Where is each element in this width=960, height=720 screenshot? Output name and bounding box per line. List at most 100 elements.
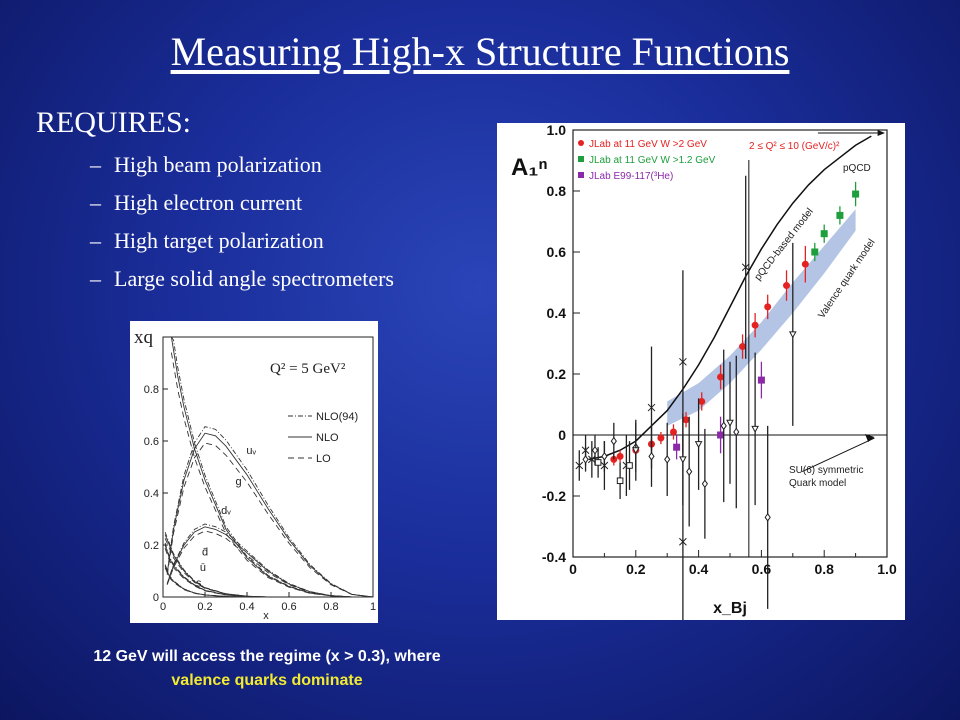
data-point xyxy=(720,421,727,431)
data-point xyxy=(601,451,608,461)
legend-label-w12: JLab at 11 GeV W >1.2 GeV xyxy=(589,155,716,166)
data-point xyxy=(801,260,809,268)
pdf-chart: 0 0.2 0.4 0.6 0.8 1 0 0.2 0.4 0.6 0.8 uᵥ dᵥ g d̄ ūs xq… xyxy=(134,327,376,622)
asym-x-tick-label: 1.0 xyxy=(877,561,897,577)
data-point xyxy=(726,419,734,427)
data-point xyxy=(626,462,633,469)
data-point xyxy=(783,282,791,290)
pqcd-annotation: pQCD xyxy=(843,163,871,174)
asymmetry-y-axis-label: A₁ⁿ xyxy=(511,154,548,181)
legend-marker-w12 xyxy=(578,156,584,162)
data-point xyxy=(631,447,640,455)
data-point xyxy=(679,537,687,546)
pdf-curve xyxy=(166,426,374,598)
data-point xyxy=(582,455,589,464)
su6-annotation-line2: Quark model xyxy=(789,478,846,489)
data-point xyxy=(648,451,655,461)
data-point xyxy=(647,403,656,412)
data-point xyxy=(679,456,687,464)
data-point xyxy=(764,303,772,311)
asym-y-tick-label: 0 xyxy=(558,427,566,443)
bullet-item: – Large solid angle spectrometers xyxy=(90,266,394,291)
data-point xyxy=(669,428,677,436)
asym-x-tick-label: 0.4 xyxy=(689,561,709,577)
data-point xyxy=(657,434,665,442)
legend-marker-e99 xyxy=(578,172,584,178)
asymmetry-x-axis-label: x_Bj xyxy=(713,600,747,617)
pdf-series-label: g xyxy=(236,476,242,488)
pdf-x-tick-label: 0 xyxy=(160,601,166,613)
data-point xyxy=(836,211,844,219)
legend-label-e99: JLab E99-117(³He) xyxy=(589,171,673,182)
asym-y-tick-label: 0.6 xyxy=(547,244,567,260)
data-point xyxy=(717,431,725,439)
bullet-text: High beam polarization xyxy=(114,152,322,177)
asym-y-tick-label: -0.4 xyxy=(542,549,566,565)
pdf-x-axis-label: x xyxy=(263,610,269,622)
pdf-x-tick-label: 0.4 xyxy=(239,601,254,613)
requires-heading: REQUIRES: xyxy=(36,106,192,139)
data-point xyxy=(751,425,759,433)
pdf-figure-panel: 0 0.2 0.4 0.6 0.8 1 0 0.2 0.4 0.6 0.8 uᵥ dᵥ g d̄ ū s xq… xyxy=(130,321,378,623)
caption-line-1: 12 GeV will access the regime (x > 0.3),… xyxy=(93,648,441,665)
pdf-series-label: d̄ xyxy=(202,546,208,558)
caption-line-2: valence quarks dominate xyxy=(171,672,363,689)
data-point xyxy=(616,477,624,485)
bullet-item: – High target polarization xyxy=(90,228,324,253)
pdf-curve xyxy=(164,544,269,598)
legend-marker-w2 xyxy=(578,140,584,146)
bullet-text: Large solid angle spectrometers xyxy=(114,266,394,291)
data-point xyxy=(701,479,708,489)
data-point xyxy=(682,416,690,424)
bullet-item: – High beam polarization xyxy=(90,152,322,177)
asymmetry-figure-panel: 0 0.2 0.4 0.6 0.8 1.0 1.0 0.8 0.6 0.4 0.2 0 -0.2 -0.4… xyxy=(497,122,905,649)
pdf-curve xyxy=(164,567,248,598)
pdf-x-tick-label: 0.8 xyxy=(323,601,338,613)
asymmetry-legend: JLab at 11 GeV W >2 GeV JLab at 11 GeV W… xyxy=(578,139,716,182)
data-point xyxy=(679,357,687,366)
legend-label-w2: JLab at 11 GeV W >2 GeV xyxy=(589,139,707,150)
pdf-curve xyxy=(164,547,269,598)
asym-y-tick-label: 0.2 xyxy=(547,366,567,382)
requirements-list: – High beam polarization – High electron c… xyxy=(90,150,394,302)
data-point xyxy=(739,343,747,351)
pdf-curve xyxy=(164,538,269,598)
data-point xyxy=(820,230,828,238)
bullet-text: High target polarization xyxy=(114,228,324,253)
pdf-curve xyxy=(170,352,373,598)
data-point xyxy=(811,248,819,256)
legend-label-nlo94: NLO(94) xyxy=(316,411,358,423)
data-point xyxy=(610,436,617,446)
pqcd-arrow-head xyxy=(877,130,885,137)
pdf-x-tick-label: 1 xyxy=(370,601,376,613)
data-point xyxy=(587,455,596,464)
asym-y-tick-label: 1.0 xyxy=(547,123,567,138)
valence-model-band xyxy=(667,209,856,426)
asym-y-tick-label: 0.4 xyxy=(547,305,567,321)
data-point xyxy=(717,373,725,381)
bullet-item: – High electron current xyxy=(90,190,303,215)
data-point xyxy=(788,331,797,339)
pdf-y-tick-label: 0 xyxy=(153,592,159,604)
bullet-text: High electron current xyxy=(114,190,303,215)
data-point xyxy=(686,467,693,476)
pdf-curve xyxy=(166,442,374,598)
data-point xyxy=(591,445,599,455)
pdf-x-tick-label: 0.2 xyxy=(197,601,212,613)
pdf-y-tick-label: 0.8 xyxy=(144,384,159,396)
pdf-curve xyxy=(166,432,374,598)
asym-x-tick-label: 0.8 xyxy=(814,561,834,577)
pdf-legend: NLO(94) NLO LO xyxy=(288,411,358,465)
data-point xyxy=(664,455,671,464)
su6-arrow xyxy=(802,437,875,473)
pdf-curve xyxy=(166,530,373,598)
su6-annotation-line1: SU(6) symmetric xyxy=(789,465,863,476)
pdf-q2-annotation: Q² = 5 GeV² xyxy=(270,361,346,377)
data-point xyxy=(741,263,750,272)
pdf-y-tick-label: 0.4 xyxy=(144,488,159,500)
pdf-series-label: ū xyxy=(200,562,206,574)
pdf-series-label: s xyxy=(196,578,202,590)
pdf-y-axis-label: xq xyxy=(134,327,154,348)
q2-range-annotation: 2 ≤ Q² ≤ 10 (GeV/c)² xyxy=(749,141,840,152)
data-point xyxy=(751,321,759,329)
